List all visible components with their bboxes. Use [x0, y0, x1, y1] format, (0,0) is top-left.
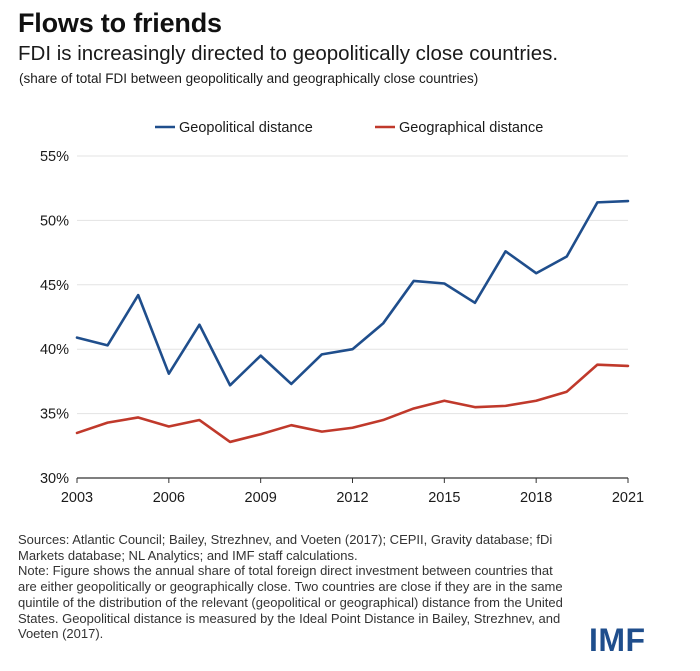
x-tick-label: 2012 — [336, 490, 368, 506]
legend-label: Geographical distance — [399, 120, 543, 136]
footer-notes: Sources: Atlantic Council; Bailey, Strez… — [18, 532, 563, 642]
x-axis-tick-labels: 2003 2006 2009 2012 2015 2018 2021 — [61, 490, 644, 506]
series-line-geopolitical — [75, 199, 630, 387]
x-tick-label: 2006 — [153, 490, 185, 506]
x-tick-label: 2009 — [245, 490, 277, 506]
y-tick-label: 40% — [40, 342, 69, 358]
note-text: Note: Figure shows the annual share of t… — [18, 563, 563, 642]
y-axis-tick-labels: 30% 35% 40% 45% 50% 55% — [40, 149, 69, 487]
series-line-geographical — [75, 363, 630, 444]
x-tick-label: 2015 — [428, 490, 460, 506]
grid-lines — [76, 155, 629, 483]
x-tick-label: 2021 — [612, 490, 644, 506]
sources-text: Sources: Atlantic Council; Bailey, Strez… — [18, 532, 553, 563]
y-tick-label: 35% — [40, 407, 69, 423]
chart-title: Flows to friends — [18, 8, 222, 38]
legend: Geopolitical distance Geographical distan… — [155, 120, 543, 136]
chart-units-note: (share of total FDI between geopolitical… — [19, 71, 479, 86]
y-tick-label: 50% — [40, 213, 69, 229]
y-tick-label: 55% — [40, 149, 69, 165]
line-chart: 30%35%40%45%50%55% 2003 2006 2009 2012 2015 2… — [40, 120, 644, 506]
imf-logo: IMF — [589, 622, 646, 658]
x-tick-label: 2003 — [61, 490, 93, 506]
y-tick-label: 45% — [40, 278, 69, 294]
x-tick-label: 2018 — [520, 490, 552, 506]
y-tick-label: 30% — [40, 471, 69, 487]
chart-subtitle: FDI is increasingly directed to geopolit… — [18, 42, 559, 65]
series-lines — [75, 199, 630, 444]
legend-label: Geopolitical distance — [179, 120, 313, 136]
